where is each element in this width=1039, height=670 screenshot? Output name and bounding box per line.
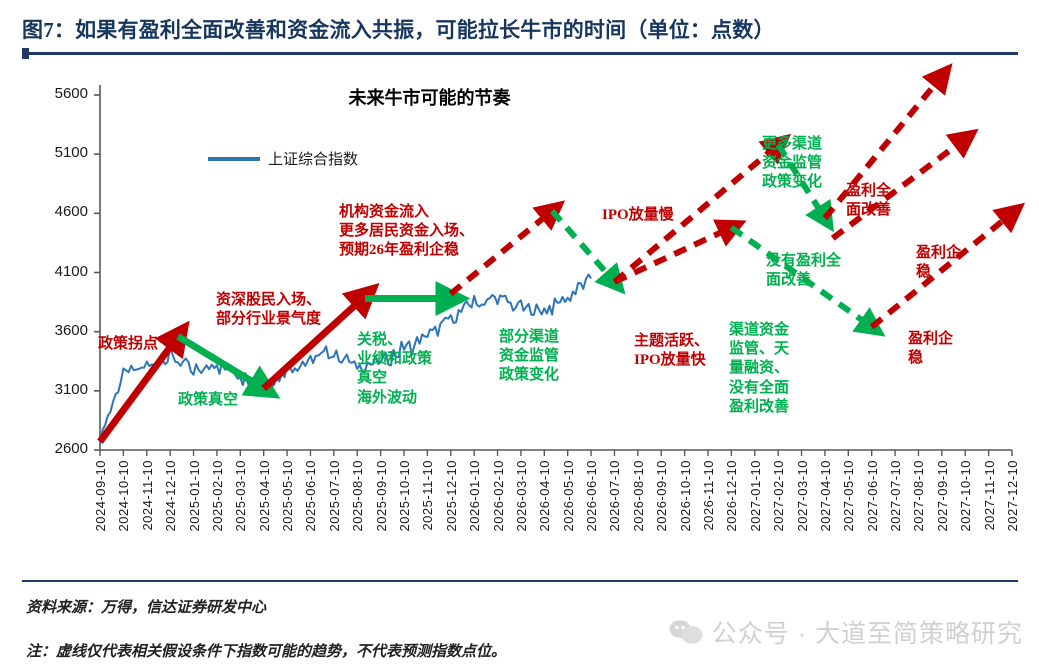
trend-arrow: [729, 225, 886, 337]
chart-title: 未来牛市可能的节奏: [348, 88, 511, 108]
legend-color-swatch: [208, 156, 260, 161]
chart-annotation: 渠道资金 监管、天 量融资、 没有全面 盈利改善: [729, 322, 790, 415]
x-tick-label: 2027-11-10: [981, 460, 997, 531]
chart-annotation: 政策真空: [178, 392, 239, 408]
y-tick-label: 2600: [54, 440, 88, 457]
x-tick-label: 2026-10-10: [677, 460, 693, 532]
wechat-icon: [669, 620, 703, 644]
x-tick-label: 2026-08-10: [630, 460, 646, 532]
x-tick-label: 2026-06-10: [584, 460, 600, 532]
chart-annotation: 没有盈利全 面改善: [766, 253, 842, 289]
footer-rule: [22, 580, 1018, 582]
x-tick-label: 2027-08-10: [911, 460, 927, 532]
x-tick-label: 2027-09-10: [934, 460, 950, 532]
x-tick-label: 2025-10-10: [397, 460, 412, 532]
chart-annotation: 盈利企 稳: [916, 245, 962, 281]
trend-arrow: [775, 143, 834, 233]
x-tick-label: 2025-08-10: [350, 460, 366, 532]
trend-arrow: [261, 282, 380, 392]
note-text: 注：虚线仅代表相关假设条件下指数可能的趋势，不代表预测指数点位。: [26, 644, 507, 660]
watermark: 公众号 · 大道至简策略研究: [669, 614, 1023, 650]
trend-arrow: [822, 63, 953, 220]
x-tick-label: 2024-12-10: [163, 460, 179, 532]
x-tick-label: 2026-12-10: [724, 460, 740, 532]
chart-annotation: 盈利企 稳: [908, 331, 954, 367]
axes: [94, 85, 1013, 456]
x-tick-label: 2026-04-10: [537, 460, 553, 532]
y-tick-label: 3100: [54, 380, 88, 398]
chart-area: 未来牛市可能的节奏 上证综合指数 2600 3100 3600 4100 4600 510…: [0, 58, 1039, 573]
watermark-label: 公众号 · 大道至简策略研究: [711, 620, 1023, 648]
y-tick-label: 5600: [54, 85, 88, 102]
source-text: 资料来源：万得，信达证券研发中心: [26, 600, 267, 616]
chart-legend: 上证综合指数: [208, 148, 358, 169]
y-tick-label: 4600: [54, 203, 88, 221]
x-tick-label: 2025-05-10: [280, 460, 296, 532]
chart-plot: [94, 63, 1026, 456]
chart-annotation: 机构资金流入 更多居民资金入场、 预期26年盈利企稳: [339, 204, 475, 259]
chart-annotation: 部分渠道 资金监管 政策变化: [499, 329, 560, 384]
chart-annotation: 盈利全 面改善: [846, 183, 892, 219]
x-tick-label: 2027-12-10: [1005, 460, 1020, 532]
x-tick-label: 2025-01-10: [186, 460, 202, 532]
trend-arrow: [97, 320, 190, 444]
x-tick-label: 2027-10-10: [958, 460, 974, 532]
chart-annotation: 政策拐点: [98, 336, 159, 352]
x-tick-label: 2025-04-10: [256, 460, 272, 532]
x-tick-label: 2025-03-10: [233, 460, 249, 532]
y-tick-label: 4100: [54, 262, 88, 280]
trend-arrow: [549, 208, 626, 295]
x-tick-label: 2026-07-10: [607, 460, 623, 532]
x-tick-label: 2024-09-10: [93, 460, 108, 532]
x-tick-label: 2026-11-10: [701, 460, 716, 531]
x-tick-label: 2024-11-10: [139, 460, 155, 531]
x-tick-label: 2026-03-10: [513, 460, 529, 532]
x-tick-label: 2027-04-10: [817, 460, 833, 532]
x-tick-label: 2026-05-10: [560, 460, 576, 532]
x-tick-label: 2025-12-10: [443, 460, 459, 532]
x-tick-label: 2025-06-10: [303, 460, 319, 532]
chart-annotation: 关税、 业绩和政策 真空 海外波动: [357, 332, 433, 406]
chart-annotation: 主题活跃、 IPO放量快: [634, 333, 710, 369]
chart-annotation: IPO放量慢: [602, 207, 674, 223]
x-tick-label: 2025-09-10: [373, 460, 389, 532]
x-tick-label: 2025-11-10: [420, 460, 436, 531]
x-tick-label: 2026-01-10: [467, 460, 483, 532]
x-tick-label: 2027-07-10: [888, 460, 904, 532]
x-tick-label: 2026-02-10: [490, 460, 506, 532]
x-tick-label: 2027-06-10: [864, 460, 880, 532]
x-tick-label: 2027-01-10: [747, 460, 763, 532]
x-tick-label: 2027-03-10: [794, 460, 810, 532]
y-tick-label: 3600: [54, 321, 88, 339]
figure-title: 图7：如果有盈利全面改善和资金流入共振，可能拉长牛市的时间（单位：点数）: [22, 18, 775, 42]
x-tick-label: 2027-02-10: [771, 460, 787, 532]
index-line: [99, 273, 592, 445]
x-tick-label: 2026-09-10: [654, 460, 670, 532]
trend-arrows: [97, 63, 1026, 444]
trend-arrow: [830, 128, 979, 241]
x-tick-label: 2025-02-10: [209, 460, 225, 532]
trend-arrow: [869, 202, 1026, 330]
x-tick-label: 2027-05-10: [841, 460, 857, 532]
x-tick-label: 2025-07-10: [326, 460, 342, 532]
y-tick-label: 5100: [54, 144, 88, 162]
trend-arrow: [176, 333, 281, 399]
x-tick-label: 2024-10-10: [116, 460, 132, 532]
legend-label: 上证综合指数: [268, 152, 359, 168]
trend-arrow: [612, 133, 792, 285]
title-rule: [22, 52, 1018, 55]
chart-annotation: 更多渠道 资金监管 政策变化: [762, 136, 823, 191]
chart-annotation: 资深股民入场、 部分行业景气度: [216, 292, 322, 328]
